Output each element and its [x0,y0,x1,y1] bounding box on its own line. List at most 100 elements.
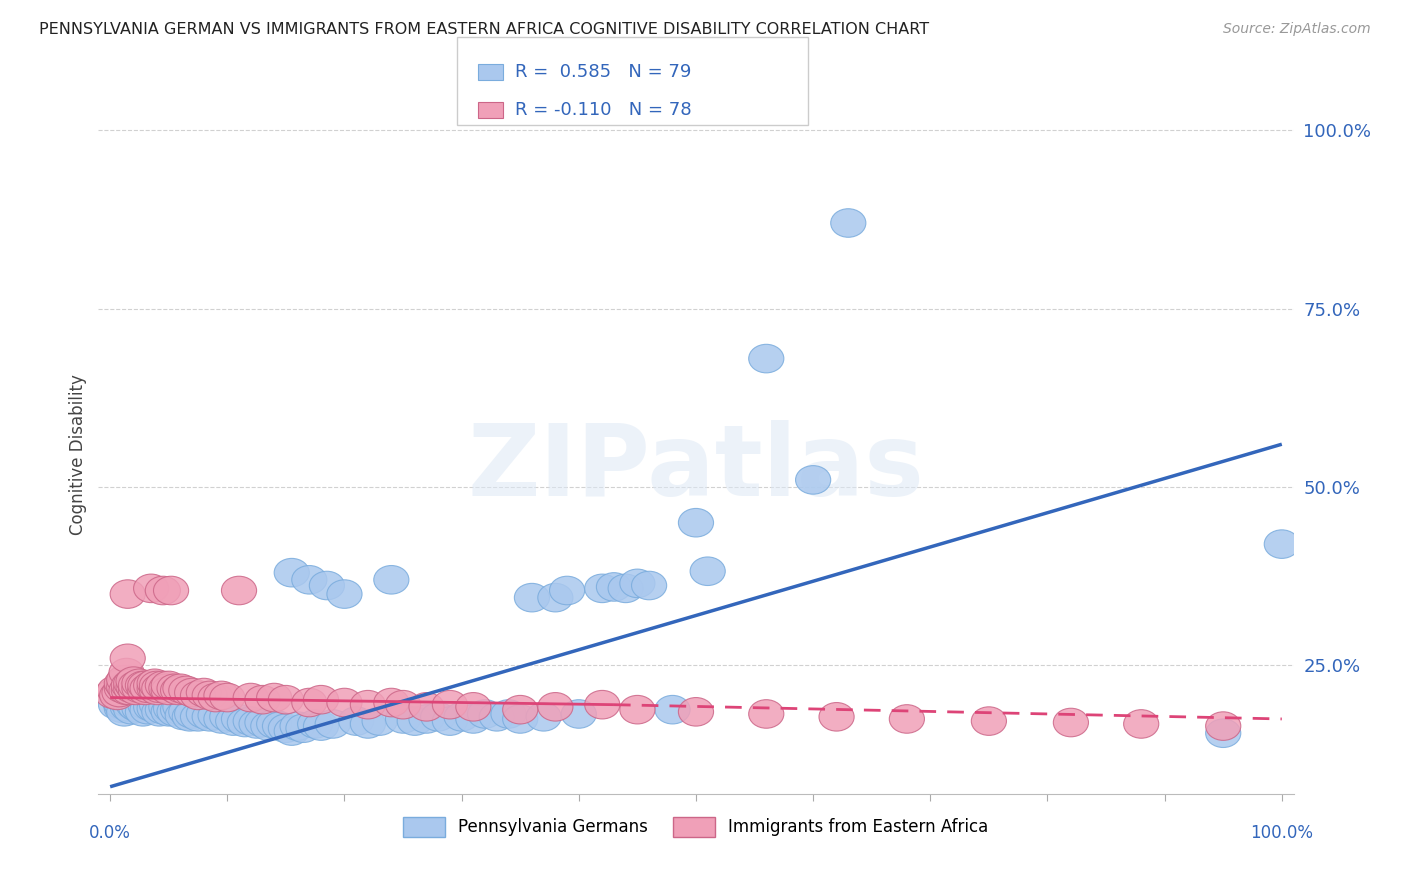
Ellipse shape [444,703,479,731]
Ellipse shape [222,705,257,733]
Ellipse shape [122,694,157,723]
Ellipse shape [134,692,169,721]
Ellipse shape [122,674,157,703]
Ellipse shape [186,678,222,706]
Ellipse shape [114,669,149,698]
Ellipse shape [104,690,139,719]
Ellipse shape [153,694,188,723]
Ellipse shape [796,466,831,494]
Ellipse shape [285,714,321,742]
Ellipse shape [139,676,174,705]
Ellipse shape [537,583,574,612]
Ellipse shape [233,683,269,712]
Ellipse shape [142,698,177,726]
Ellipse shape [110,658,145,687]
Ellipse shape [173,703,208,731]
Ellipse shape [269,685,304,714]
Text: ZIPatlas: ZIPatlas [468,420,924,517]
Ellipse shape [107,698,142,726]
Ellipse shape [209,703,245,731]
Ellipse shape [292,566,328,594]
Ellipse shape [128,676,163,705]
Ellipse shape [128,690,163,719]
Y-axis label: Cognitive Disability: Cognitive Disability [69,375,87,535]
Ellipse shape [128,671,163,699]
Ellipse shape [209,683,245,712]
Ellipse shape [1123,710,1159,739]
Ellipse shape [526,703,561,731]
Text: Source: ZipAtlas.com: Source: ZipAtlas.com [1223,22,1371,37]
Ellipse shape [163,692,198,721]
Ellipse shape [110,676,145,705]
Ellipse shape [157,674,193,703]
Ellipse shape [125,671,160,699]
Ellipse shape [160,696,195,724]
Ellipse shape [138,669,173,698]
Ellipse shape [118,692,153,721]
Ellipse shape [385,705,420,733]
Ellipse shape [107,665,142,694]
Ellipse shape [420,703,456,731]
Ellipse shape [204,681,239,710]
Ellipse shape [97,676,132,705]
Ellipse shape [309,571,344,599]
Ellipse shape [749,699,785,728]
Ellipse shape [110,692,145,721]
Ellipse shape [174,699,209,728]
Ellipse shape [363,706,398,735]
Ellipse shape [409,705,444,733]
Ellipse shape [503,705,538,733]
Ellipse shape [304,712,339,740]
Ellipse shape [678,508,714,537]
Ellipse shape [149,674,184,703]
Ellipse shape [118,671,153,699]
Ellipse shape [152,671,187,699]
Ellipse shape [149,692,184,721]
Ellipse shape [174,678,209,706]
Ellipse shape [274,558,309,587]
Ellipse shape [138,674,173,703]
Ellipse shape [111,676,146,705]
Ellipse shape [503,696,538,724]
Ellipse shape [142,674,177,703]
Ellipse shape [204,705,239,733]
Ellipse shape [491,699,526,728]
Ellipse shape [609,574,644,603]
Ellipse shape [890,705,925,733]
Ellipse shape [145,696,180,724]
Ellipse shape [655,696,690,724]
Ellipse shape [110,644,145,673]
Ellipse shape [328,689,363,717]
Ellipse shape [114,674,149,703]
Ellipse shape [328,580,363,608]
Ellipse shape [1264,530,1299,558]
Ellipse shape [280,712,315,740]
Ellipse shape [620,569,655,598]
Text: 100.0%: 100.0% [1250,824,1313,842]
Text: R =  0.585   N = 79: R = 0.585 N = 79 [515,63,690,81]
Ellipse shape [145,576,180,605]
Ellipse shape [111,671,146,699]
Text: R = -0.110   N = 78: R = -0.110 N = 78 [515,101,692,120]
Ellipse shape [456,692,491,721]
Ellipse shape [479,703,515,731]
Ellipse shape [298,710,333,739]
Ellipse shape [250,712,285,740]
Ellipse shape [134,671,169,699]
Ellipse shape [157,698,193,726]
Ellipse shape [245,685,280,714]
Ellipse shape [350,690,385,719]
Ellipse shape [166,701,201,730]
Ellipse shape [131,674,166,703]
Ellipse shape [304,685,339,714]
Ellipse shape [98,690,134,719]
Ellipse shape [198,683,233,712]
Ellipse shape [114,696,149,724]
Ellipse shape [620,696,655,724]
Ellipse shape [138,694,173,723]
Ellipse shape [139,690,174,719]
Ellipse shape [193,681,228,710]
Ellipse shape [433,706,468,735]
Ellipse shape [215,706,250,735]
Ellipse shape [228,708,263,737]
